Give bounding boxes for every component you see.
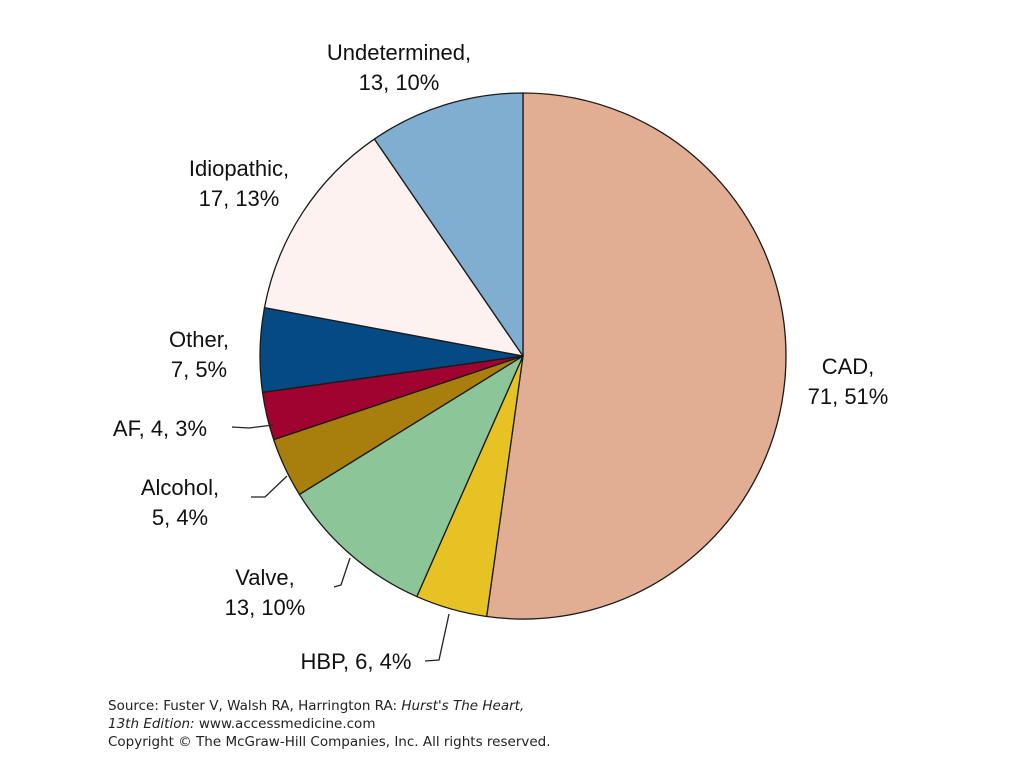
- slice-label-line: Undetermined,: [327, 40, 471, 65]
- pie-slice-cad: [486, 92, 787, 620]
- pie-slice-undetermined: [373, 92, 524, 357]
- slice-label-line: 17, 13%: [199, 186, 280, 211]
- source-edition: 13th Edition:: [108, 716, 195, 732]
- slice-label-line: 13, 10%: [225, 595, 306, 620]
- leader-line-af: [231, 424, 274, 429]
- slice-labels: CAD, 71, 51% HBP, 6, 4% Valve, 13, 10% Alcoho…: [113, 40, 888, 674]
- slice-label-line: Valve,: [235, 565, 295, 590]
- slice-label-idiopathic: Idiopathic, 17, 13%: [189, 156, 289, 211]
- pie-slices: [259, 92, 787, 620]
- source-line-1: Source: Fuster V, Walsh RA, Harrington R…: [108, 697, 551, 715]
- source-prefix: Source: Fuster V, Walsh RA, Harrington R…: [108, 698, 402, 714]
- slice-label-hbp: HBP, 6, 4%: [301, 649, 412, 674]
- slice-label-alcohol: Alcohol, 5, 4%: [141, 475, 219, 530]
- source-url: www.accessmedicine.com: [194, 716, 376, 732]
- leader-line-alcohol: [251, 475, 288, 498]
- slice-label-other: Other, 7, 5%: [169, 327, 229, 382]
- slice-label-cad: CAD, 71, 51%: [808, 354, 889, 409]
- slice-label-line: Idiopathic,: [189, 156, 289, 181]
- slice-label-line: HBP, 6, 4%: [301, 649, 412, 674]
- pie-slice-valve: [298, 355, 524, 598]
- leader-line-hbp: [424, 613, 450, 662]
- leader-line-valve: [333, 557, 351, 588]
- source-book-title: Hurst's The Heart,: [401, 698, 525, 714]
- slice-label-line: Other,: [169, 327, 229, 352]
- slice-label-line: 5, 4%: [152, 505, 208, 530]
- slice-label-line: 7, 5%: [171, 357, 227, 382]
- copyright-notice: Copyright © The McGraw-Hill Companies, I…: [108, 734, 551, 750]
- source-line-2: 13th Edition: www.accessmedicine.com: [108, 715, 551, 733]
- pie-slice-idiopathic: [263, 138, 524, 357]
- leader-lines: [231, 424, 450, 662]
- slice-label-line: CAD,: [822, 354, 875, 379]
- slice-label-line: Alcohol,: [141, 475, 219, 500]
- source-citation: Source: Fuster V, Walsh RA, Harrington R…: [108, 697, 551, 751]
- slice-label-line: 13, 10%: [359, 70, 440, 95]
- slice-label-af: AF, 4, 3%: [113, 416, 207, 441]
- slice-label-line: 71, 51%: [808, 384, 889, 409]
- slice-label-undetermined: Undetermined, 13, 10%: [327, 40, 471, 95]
- slice-label-line: AF, 4, 3%: [113, 416, 207, 441]
- slice-label-valve: Valve, 13, 10%: [225, 565, 306, 620]
